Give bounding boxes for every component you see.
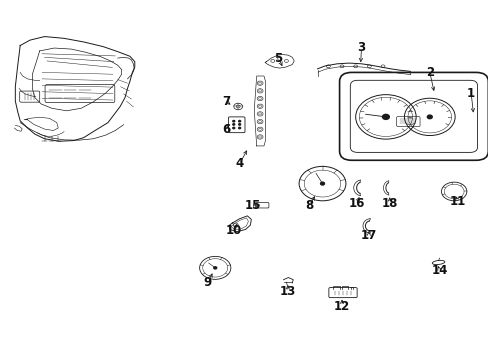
Circle shape [238,124,240,125]
Text: 9: 9 [203,276,212,289]
Text: 13: 13 [279,285,295,298]
Circle shape [238,127,240,129]
Text: 12: 12 [333,300,349,313]
Text: 2: 2 [425,66,433,79]
Circle shape [427,115,431,119]
Text: 15: 15 [244,199,261,212]
Text: 4: 4 [235,157,243,170]
Text: 1: 1 [466,87,474,100]
Circle shape [382,114,388,120]
Text: 11: 11 [449,195,465,208]
Circle shape [238,121,240,122]
Text: 10: 10 [225,224,242,237]
Circle shape [320,182,324,185]
Circle shape [232,121,234,122]
Text: 8: 8 [305,199,313,212]
Text: 3: 3 [357,41,365,54]
Circle shape [232,124,234,125]
Text: 18: 18 [381,197,397,210]
Text: 6: 6 [222,123,230,136]
Circle shape [232,127,234,129]
Text: 17: 17 [360,229,376,242]
Circle shape [213,267,216,269]
Text: 7: 7 [222,95,229,108]
Text: 14: 14 [430,264,447,277]
Text: 5: 5 [274,51,282,64]
Text: 16: 16 [348,197,364,210]
